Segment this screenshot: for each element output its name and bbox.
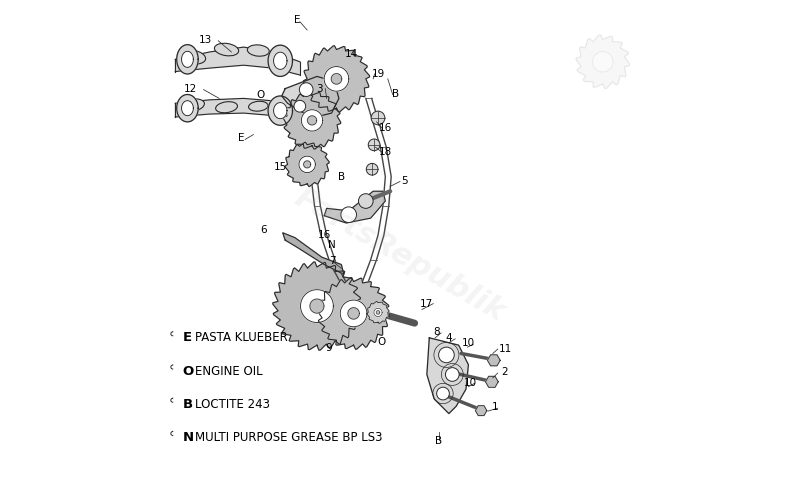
Circle shape bbox=[358, 194, 373, 208]
Text: N: N bbox=[182, 431, 194, 444]
Text: 12: 12 bbox=[184, 84, 198, 94]
Polygon shape bbox=[486, 376, 498, 387]
Polygon shape bbox=[475, 406, 487, 416]
Text: B: B bbox=[182, 398, 193, 411]
Text: 17: 17 bbox=[420, 298, 434, 309]
Ellipse shape bbox=[249, 101, 268, 111]
Polygon shape bbox=[273, 262, 361, 350]
Ellipse shape bbox=[216, 101, 238, 113]
Text: 1: 1 bbox=[491, 402, 498, 412]
Circle shape bbox=[438, 347, 454, 363]
Ellipse shape bbox=[180, 99, 205, 112]
Polygon shape bbox=[177, 45, 198, 74]
Text: 19: 19 bbox=[371, 69, 385, 79]
Text: E: E bbox=[238, 133, 245, 144]
Text: O: O bbox=[378, 337, 386, 347]
Text: 10: 10 bbox=[464, 378, 478, 388]
Polygon shape bbox=[376, 311, 380, 314]
Text: E: E bbox=[294, 15, 301, 25]
Polygon shape bbox=[348, 308, 359, 319]
Polygon shape bbox=[303, 46, 370, 112]
Polygon shape bbox=[427, 338, 469, 414]
Text: 4: 4 bbox=[446, 333, 452, 343]
Text: PartsRepublik: PartsRepublik bbox=[290, 183, 510, 327]
Circle shape bbox=[371, 111, 385, 125]
Polygon shape bbox=[307, 116, 317, 125]
Text: N: N bbox=[328, 240, 335, 250]
Polygon shape bbox=[282, 233, 344, 274]
Polygon shape bbox=[299, 156, 315, 172]
Polygon shape bbox=[285, 143, 329, 186]
Polygon shape bbox=[175, 47, 300, 75]
Circle shape bbox=[368, 139, 380, 151]
Polygon shape bbox=[487, 355, 500, 366]
Polygon shape bbox=[182, 51, 194, 68]
Polygon shape bbox=[340, 300, 367, 327]
Text: B: B bbox=[434, 437, 442, 446]
Polygon shape bbox=[301, 290, 334, 322]
Text: 11: 11 bbox=[498, 344, 512, 354]
Polygon shape bbox=[177, 95, 198, 122]
Text: B: B bbox=[338, 172, 345, 182]
Ellipse shape bbox=[247, 45, 270, 56]
Polygon shape bbox=[175, 98, 300, 121]
Polygon shape bbox=[302, 110, 322, 131]
Polygon shape bbox=[282, 76, 339, 118]
Text: E: E bbox=[182, 331, 192, 344]
Ellipse shape bbox=[214, 43, 238, 56]
Text: 14: 14 bbox=[345, 49, 358, 59]
Text: 7: 7 bbox=[330, 256, 336, 266]
Text: 10: 10 bbox=[462, 338, 475, 348]
Text: LOCTITE 243: LOCTITE 243 bbox=[194, 398, 270, 411]
Text: O: O bbox=[257, 90, 265, 99]
Polygon shape bbox=[324, 191, 386, 223]
Text: 3: 3 bbox=[316, 84, 322, 94]
Polygon shape bbox=[283, 92, 341, 149]
Text: 6: 6 bbox=[260, 225, 266, 235]
Text: 8: 8 bbox=[434, 327, 440, 337]
Circle shape bbox=[593, 51, 613, 72]
Polygon shape bbox=[367, 301, 389, 323]
Circle shape bbox=[437, 387, 450, 400]
Text: 18: 18 bbox=[378, 147, 392, 157]
Polygon shape bbox=[268, 96, 293, 125]
Text: 9: 9 bbox=[326, 343, 333, 353]
Text: 5: 5 bbox=[402, 176, 408, 187]
Polygon shape bbox=[374, 308, 382, 317]
Polygon shape bbox=[182, 100, 194, 116]
Circle shape bbox=[366, 163, 378, 175]
Text: PASTA KLUEBER: PASTA KLUEBER bbox=[194, 331, 287, 344]
Circle shape bbox=[299, 83, 313, 97]
Text: MULTI PURPOSE GREASE BP LS3: MULTI PURPOSE GREASE BP LS3 bbox=[194, 431, 382, 444]
Polygon shape bbox=[274, 102, 287, 119]
Text: 2: 2 bbox=[502, 367, 508, 377]
Text: 16: 16 bbox=[378, 122, 392, 133]
Polygon shape bbox=[318, 277, 390, 349]
Circle shape bbox=[446, 368, 459, 381]
Polygon shape bbox=[576, 35, 630, 89]
Circle shape bbox=[294, 100, 306, 112]
Polygon shape bbox=[304, 161, 310, 168]
Ellipse shape bbox=[179, 50, 206, 64]
Text: 15: 15 bbox=[274, 162, 287, 172]
Polygon shape bbox=[310, 299, 324, 313]
Text: ENGINE OIL: ENGINE OIL bbox=[194, 365, 262, 378]
Text: O: O bbox=[182, 365, 194, 378]
Polygon shape bbox=[331, 74, 342, 84]
Text: 16: 16 bbox=[318, 230, 331, 240]
Polygon shape bbox=[324, 67, 349, 91]
Polygon shape bbox=[268, 45, 293, 76]
Circle shape bbox=[341, 207, 357, 222]
Polygon shape bbox=[274, 52, 287, 70]
Text: B: B bbox=[391, 89, 398, 98]
Text: 13: 13 bbox=[198, 35, 212, 45]
